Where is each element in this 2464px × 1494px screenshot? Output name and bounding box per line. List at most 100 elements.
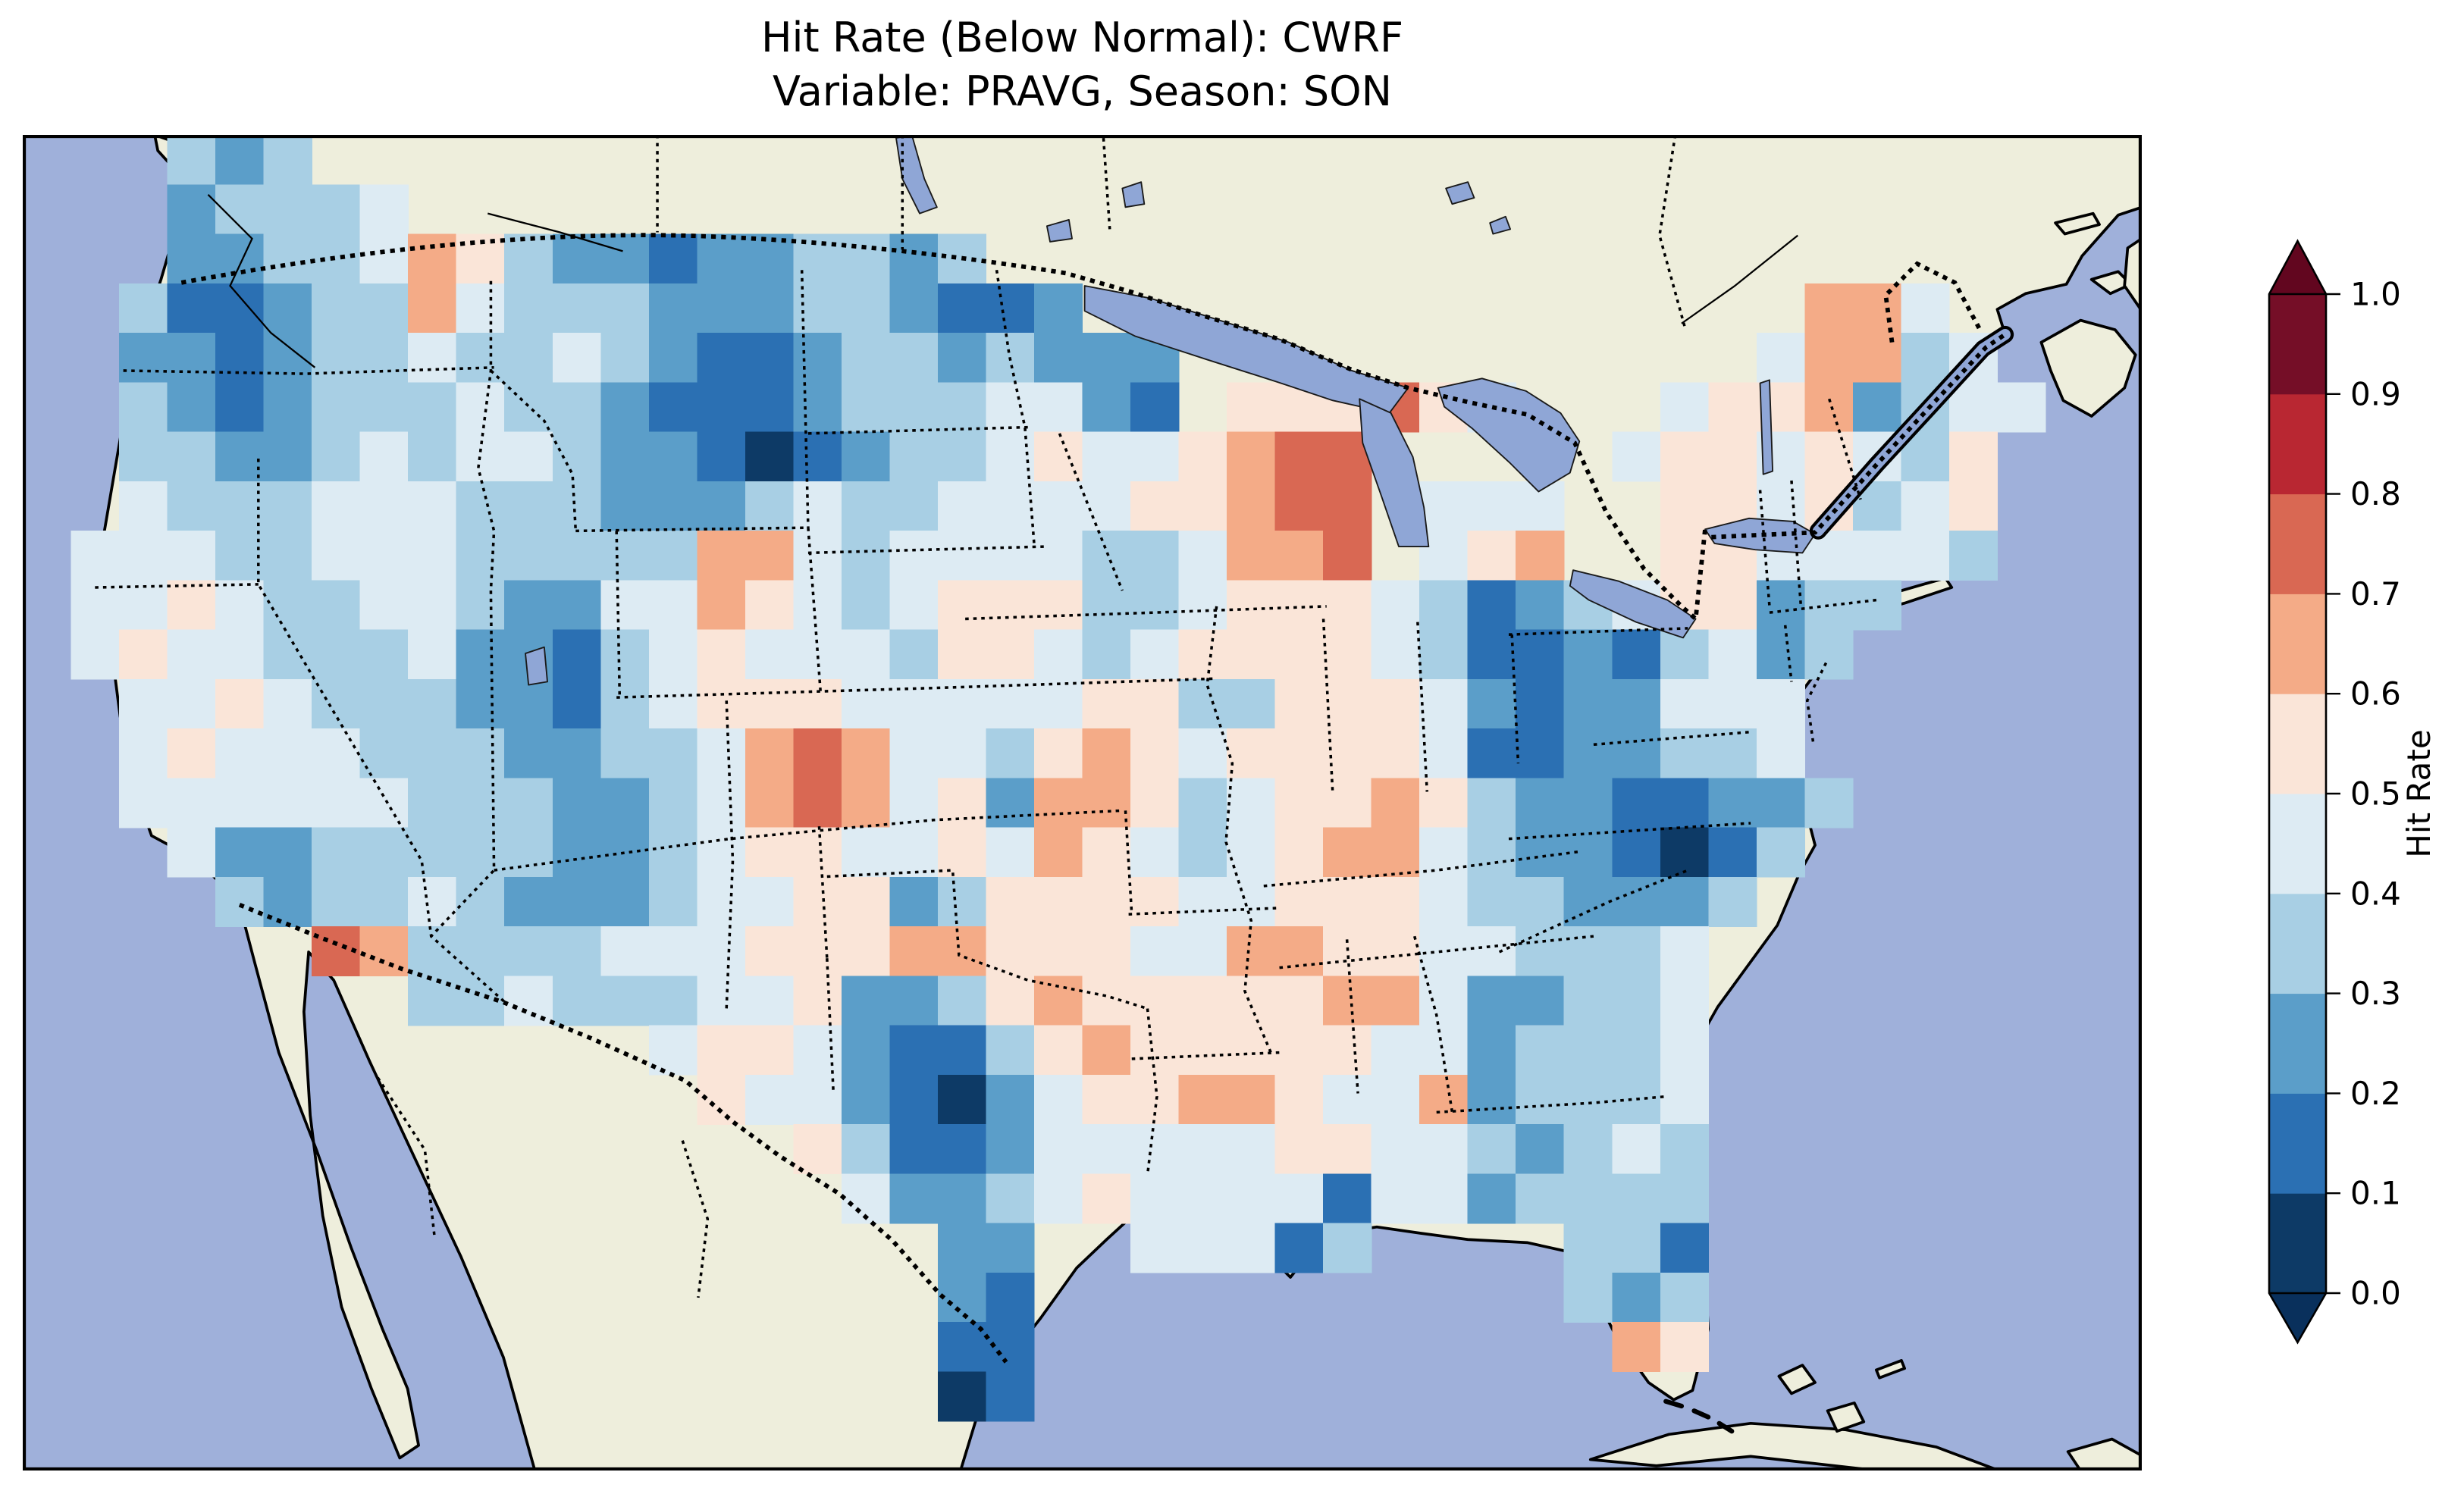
heatmap-cell <box>359 678 409 729</box>
colorbar-segment <box>2269 794 2326 894</box>
heatmap-cell <box>1516 976 1565 1026</box>
heatmap-cell <box>1419 1025 1469 1076</box>
heatmap-cell <box>793 333 842 384</box>
heatmap-cell <box>697 283 746 334</box>
heatmap-cell <box>1852 333 1902 384</box>
heatmap-cell <box>408 678 457 729</box>
heatmap-cell <box>1323 827 1372 878</box>
heatmap-cell <box>1708 827 1757 878</box>
heatmap-cell <box>167 827 216 878</box>
heatmap-cell <box>119 333 168 384</box>
state-border-mn-west <box>995 270 1036 547</box>
heatmap-cell <box>1660 1074 1710 1125</box>
heatmap-cell <box>215 778 265 828</box>
heatmap-cell <box>1612 1322 1661 1373</box>
heatmap-cell <box>1756 580 1806 631</box>
heatmap-cell <box>986 629 1035 680</box>
heatmap-cell <box>1419 926 1469 977</box>
heatmap-cell <box>1227 531 1276 581</box>
heatmap-cell <box>793 531 842 581</box>
colorbar-segment <box>2269 493 2326 594</box>
heatmap-cell <box>1467 1025 1516 1076</box>
heatmap-cell <box>1227 728 1276 779</box>
heatmap-cell <box>986 1124 1035 1175</box>
heatmap-cell <box>1082 1074 1131 1125</box>
heatmap-cell <box>456 728 505 779</box>
heatmap-cell <box>793 728 842 779</box>
heatmap-cell <box>1323 580 1372 631</box>
heatmap-cell <box>1130 629 1180 680</box>
heatmap-cell <box>504 678 553 729</box>
heatmap-cell <box>1563 1074 1613 1125</box>
heatmap-cell <box>937 283 987 334</box>
heatmap-cell <box>841 976 891 1026</box>
heatmap-cell <box>359 283 409 334</box>
heatmap-cell <box>215 580 265 631</box>
colorbar-segments <box>2269 294 2326 1294</box>
heatmap-cell <box>1323 926 1372 977</box>
colorbar-segment <box>2269 893 2326 994</box>
heatmap-cell <box>648 728 698 779</box>
heatmap-cell <box>1323 1173 1372 1224</box>
heatmap-cell <box>1612 431 1661 482</box>
state-border-nm-tx <box>826 958 835 1091</box>
heatmap-cell <box>745 1025 795 1076</box>
heatmap-cell <box>1323 876 1372 927</box>
heatmap-cell <box>504 728 553 779</box>
state-border-vt-nh <box>1790 480 1803 607</box>
heatmap-cell <box>1130 728 1180 779</box>
heatmap-cell <box>648 283 698 334</box>
heatmap-cell <box>1756 728 1806 779</box>
heatmap-cell <box>889 531 939 581</box>
heatmap-cell <box>1130 531 1180 581</box>
heatmap-cell <box>1563 629 1613 680</box>
heatmap-cell <box>745 233 795 284</box>
state-border-ny-vt <box>1758 490 1771 607</box>
heatmap-cell <box>167 333 216 384</box>
heatmap-cell <box>1033 333 1083 384</box>
heatmap-cell <box>600 876 650 927</box>
heatmap-cell <box>986 728 1035 779</box>
heatmap-cell <box>1948 382 1998 433</box>
columbia-river <box>207 193 316 368</box>
heatmap-cells <box>71 135 2046 1422</box>
heatmap-cell <box>841 481 891 531</box>
heatmap-cell <box>889 333 939 384</box>
heatmap-cell <box>937 728 987 779</box>
heatmap-cell <box>552 431 601 482</box>
lake-of-the-woods <box>1045 219 1073 243</box>
lake-champlain <box>1759 379 1774 475</box>
heatmap-cell <box>263 431 312 482</box>
heatmap-cell <box>648 778 698 828</box>
heatmap-cell <box>889 481 939 531</box>
heatmap-cell <box>937 1322 987 1373</box>
heatmap-cell <box>1033 531 1083 581</box>
heatmap-cell <box>600 678 650 729</box>
heatmap-cell <box>986 1272 1035 1323</box>
heatmap-cell <box>408 382 457 433</box>
state-border-or-ca <box>95 583 259 589</box>
heatmap-cell <box>1516 728 1565 779</box>
heatmap-cell <box>1516 1173 1565 1224</box>
heatmap-cell <box>986 283 1035 334</box>
heatmap-cell <box>648 531 698 581</box>
heatmap-cell <box>841 531 891 581</box>
heatmap-cell <box>1227 580 1276 631</box>
colorbar-tick-label: 0.4 <box>2350 875 2401 912</box>
heatmap-cell <box>986 1074 1035 1125</box>
colorbar-segment <box>2269 1193 2326 1294</box>
colorbar-ticks: 1.0 0.9 0.8 0.7 0.6 0.5 0.4 0.3 0.2 0.1 0.0 <box>2326 276 2401 1312</box>
heatmap-cell <box>408 531 457 581</box>
mexico-state-border-2 <box>681 1140 710 1298</box>
heatmap-cell <box>1660 1124 1710 1175</box>
heatmap-cell <box>1178 1074 1227 1125</box>
heatmap-cell <box>841 1074 891 1125</box>
heatmap-cell <box>745 876 795 927</box>
heatmap-cell <box>1467 531 1516 581</box>
heatmap-cell <box>1227 481 1276 531</box>
heatmap-cell <box>745 333 795 384</box>
heatmap-cell <box>263 728 312 779</box>
heatmap-cell <box>1563 778 1613 828</box>
heatmap-cell <box>1227 1074 1276 1125</box>
heatmap-cell <box>600 233 650 284</box>
